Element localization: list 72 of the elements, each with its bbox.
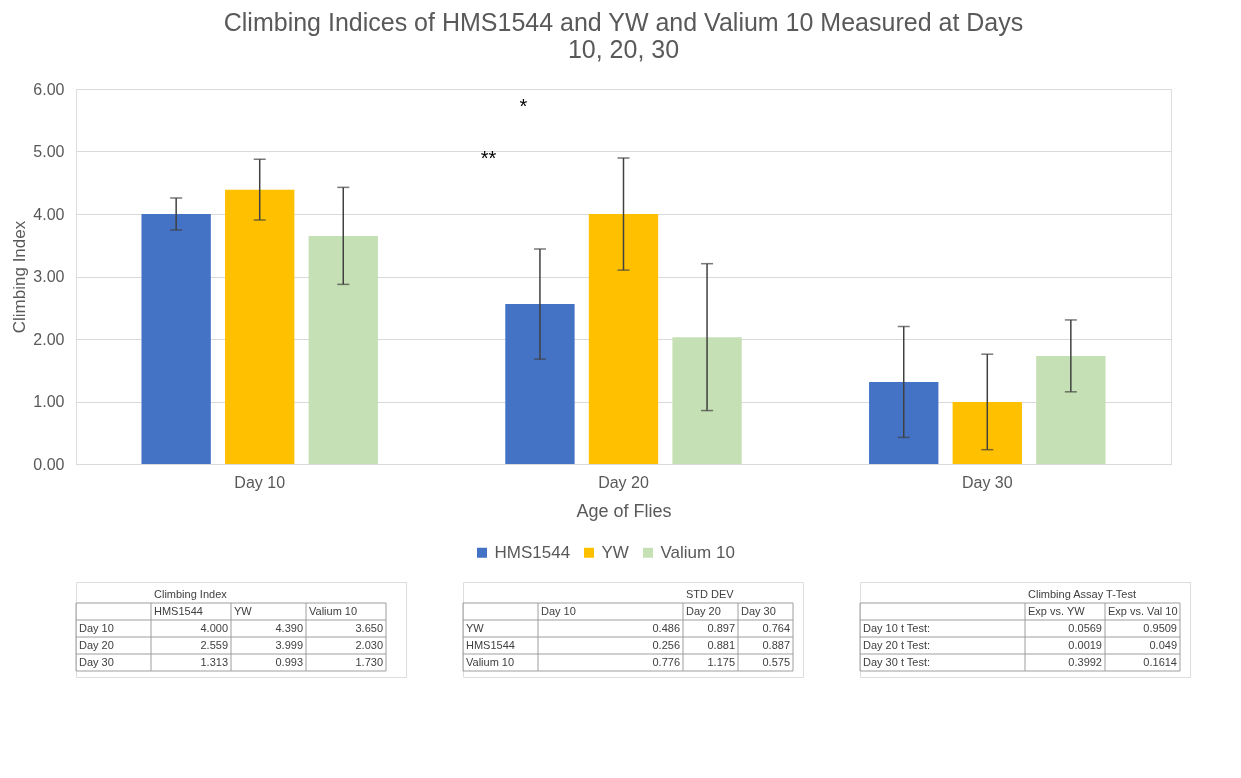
text: Day 10 t Test: bbox=[863, 621, 931, 634]
text: YW bbox=[466, 621, 485, 634]
text: 0.9509 bbox=[1143, 621, 1177, 634]
annotation: ** bbox=[480, 147, 497, 169]
y-tick-label: 2.00 bbox=[33, 330, 65, 348]
text: 1.175 bbox=[707, 655, 735, 668]
text: Day 10 bbox=[541, 604, 576, 617]
text: 10, 20, 30 bbox=[567, 35, 680, 63]
text: 0.486 bbox=[652, 621, 680, 634]
text: Climbing Index bbox=[154, 587, 228, 600]
y-tick-label: 4.00 bbox=[33, 205, 65, 223]
legend-label: Valium 10 bbox=[660, 542, 735, 562]
text: 0.3992 bbox=[1068, 655, 1102, 668]
text: HMS1544 bbox=[466, 638, 515, 651]
text: 0.881 bbox=[707, 638, 735, 651]
y-tick-label: 6.00 bbox=[33, 80, 65, 98]
text: 0.887 bbox=[762, 638, 790, 651]
text: Valium 10 bbox=[466, 655, 515, 668]
text: 0.1614 bbox=[1143, 655, 1177, 668]
text: 1.730 bbox=[355, 655, 383, 668]
text: 2.559 bbox=[200, 638, 228, 651]
text: YW bbox=[234, 604, 253, 617]
text: 0.993 bbox=[275, 655, 303, 668]
text: Climbing Assay T-Test bbox=[1028, 587, 1137, 600]
text: 0.575 bbox=[762, 655, 790, 668]
text: Day 10 bbox=[79, 621, 114, 634]
bar bbox=[141, 214, 211, 464]
text: Exp vs. Val 10 bbox=[1108, 604, 1178, 617]
text: 1.313 bbox=[200, 655, 228, 668]
text: Exp vs. YW bbox=[1028, 604, 1086, 617]
legend-label: HMS1544 bbox=[494, 542, 571, 562]
x-tick-label: Day 30 bbox=[961, 473, 1013, 491]
text: 3.999 bbox=[275, 638, 303, 651]
text: Day 20 bbox=[686, 604, 721, 617]
text: Day 20 bbox=[79, 638, 114, 651]
y-axis-title: Climbing Index bbox=[10, 220, 30, 334]
text: 4.390 bbox=[275, 621, 303, 634]
text: Day 30 t Test: bbox=[863, 655, 931, 668]
y-tick-label: 0.00 bbox=[33, 455, 65, 473]
x-axis-title: Age of Flies bbox=[576, 500, 672, 521]
text: Day 20 t Test: bbox=[863, 638, 931, 651]
text: 0.256 bbox=[652, 638, 680, 651]
text: 3.650 bbox=[355, 621, 383, 634]
bar bbox=[952, 401, 1022, 464]
text: 0.0569 bbox=[1068, 621, 1102, 634]
text: Day 30 bbox=[741, 604, 776, 617]
text: Climbing Indices of HMS1544 and YW and Valium 10 Measured at Days bbox=[223, 8, 1024, 36]
text: 0.776 bbox=[652, 655, 680, 668]
y-tick-label: 5.00 bbox=[33, 143, 65, 160]
bar bbox=[672, 337, 742, 464]
y-tick-label: 3.00 bbox=[33, 268, 65, 285]
legend-label: YW bbox=[601, 542, 629, 562]
text: 0.0019 bbox=[1068, 638, 1102, 651]
bar bbox=[225, 189, 295, 464]
text: Day 30 bbox=[79, 655, 114, 668]
text: 0.764 bbox=[762, 621, 790, 634]
x-tick-label: Day 20 bbox=[598, 473, 649, 491]
text: Valium 10 bbox=[309, 604, 358, 617]
bar bbox=[588, 214, 659, 464]
text: 0.897 bbox=[707, 621, 735, 634]
bar bbox=[308, 235, 378, 464]
text: 4.000 bbox=[200, 621, 228, 634]
bar bbox=[505, 304, 575, 464]
x-tick-label: Day 10 bbox=[234, 473, 286, 491]
bar bbox=[1036, 355, 1106, 464]
y-tick-label: 1.00 bbox=[33, 393, 65, 410]
text: 0.049 bbox=[1149, 638, 1177, 651]
text: HMS1544 bbox=[154, 604, 203, 617]
text: 2.030 bbox=[355, 638, 383, 651]
text: STD DEV bbox=[686, 587, 735, 600]
bar bbox=[869, 381, 939, 464]
annotation: * bbox=[519, 95, 528, 117]
